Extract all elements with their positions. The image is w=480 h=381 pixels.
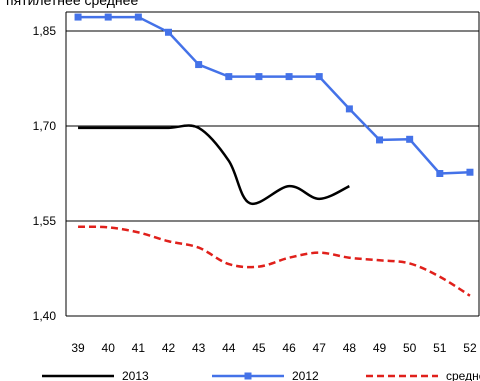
legend-marker-2012 (244, 372, 252, 380)
grid-lines (66, 30, 479, 317)
legend-label: среднее (446, 369, 480, 381)
series-point-2012 (406, 135, 414, 143)
series-point-2012 (104, 13, 112, 21)
chart-title: пятилетнее среднее (6, 0, 138, 8)
axes (65, 11, 480, 316)
tick-labels: 1,40 1,55 1,70 1,85 39 40 41 42 43 44 45 46 47 48 49 50… (33, 24, 477, 355)
x-tick-label: 43 (192, 341, 206, 355)
series-line-2012 (78, 15, 471, 175)
legend: 2013 2012 среднее (42, 369, 480, 381)
y-tick-label: 1,70 (33, 119, 57, 133)
series-point-2012 (195, 61, 203, 69)
series-point-2012 (376, 136, 384, 144)
y-tick-label: 1,55 (33, 214, 57, 228)
x-tick-label: 42 (162, 341, 176, 355)
x-tick-label: 39 (71, 341, 85, 355)
series-point-2012 (164, 28, 172, 36)
legend-label: 2012 (292, 369, 319, 381)
x-tick-label: 41 (132, 341, 146, 355)
series-point-2012 (315, 73, 323, 81)
series-point-2012 (345, 105, 353, 113)
series-point-2012 (225, 73, 233, 81)
series-point-2012 (436, 170, 444, 177)
series-layer (74, 13, 474, 297)
x-tick-label: 45 (252, 341, 266, 355)
y-tick-label: 1,40 (33, 309, 57, 323)
series-point-2012 (74, 13, 82, 21)
x-tick-label: 49 (373, 341, 387, 355)
y-tick-label: 1,85 (33, 24, 57, 38)
x-tick-label: 40 (102, 341, 116, 355)
x-tick-label: 52 (463, 341, 477, 355)
series-point-2012 (466, 168, 474, 176)
series-point-2012 (285, 73, 293, 81)
series-point-2012 (134, 13, 142, 21)
legend-label: 2013 (122, 369, 149, 381)
series-line-2013 (78, 124, 350, 206)
x-tick-label: 50 (403, 341, 417, 355)
x-tick-label: 48 (343, 341, 357, 355)
series-point-2012 (255, 73, 263, 81)
x-tick-label: 51 (433, 341, 447, 355)
series-line-среднее (78, 225, 471, 297)
x-tick-label: 47 (313, 341, 327, 355)
x-tick-label: 46 (282, 341, 296, 355)
x-tick-label: 44 (222, 341, 236, 355)
